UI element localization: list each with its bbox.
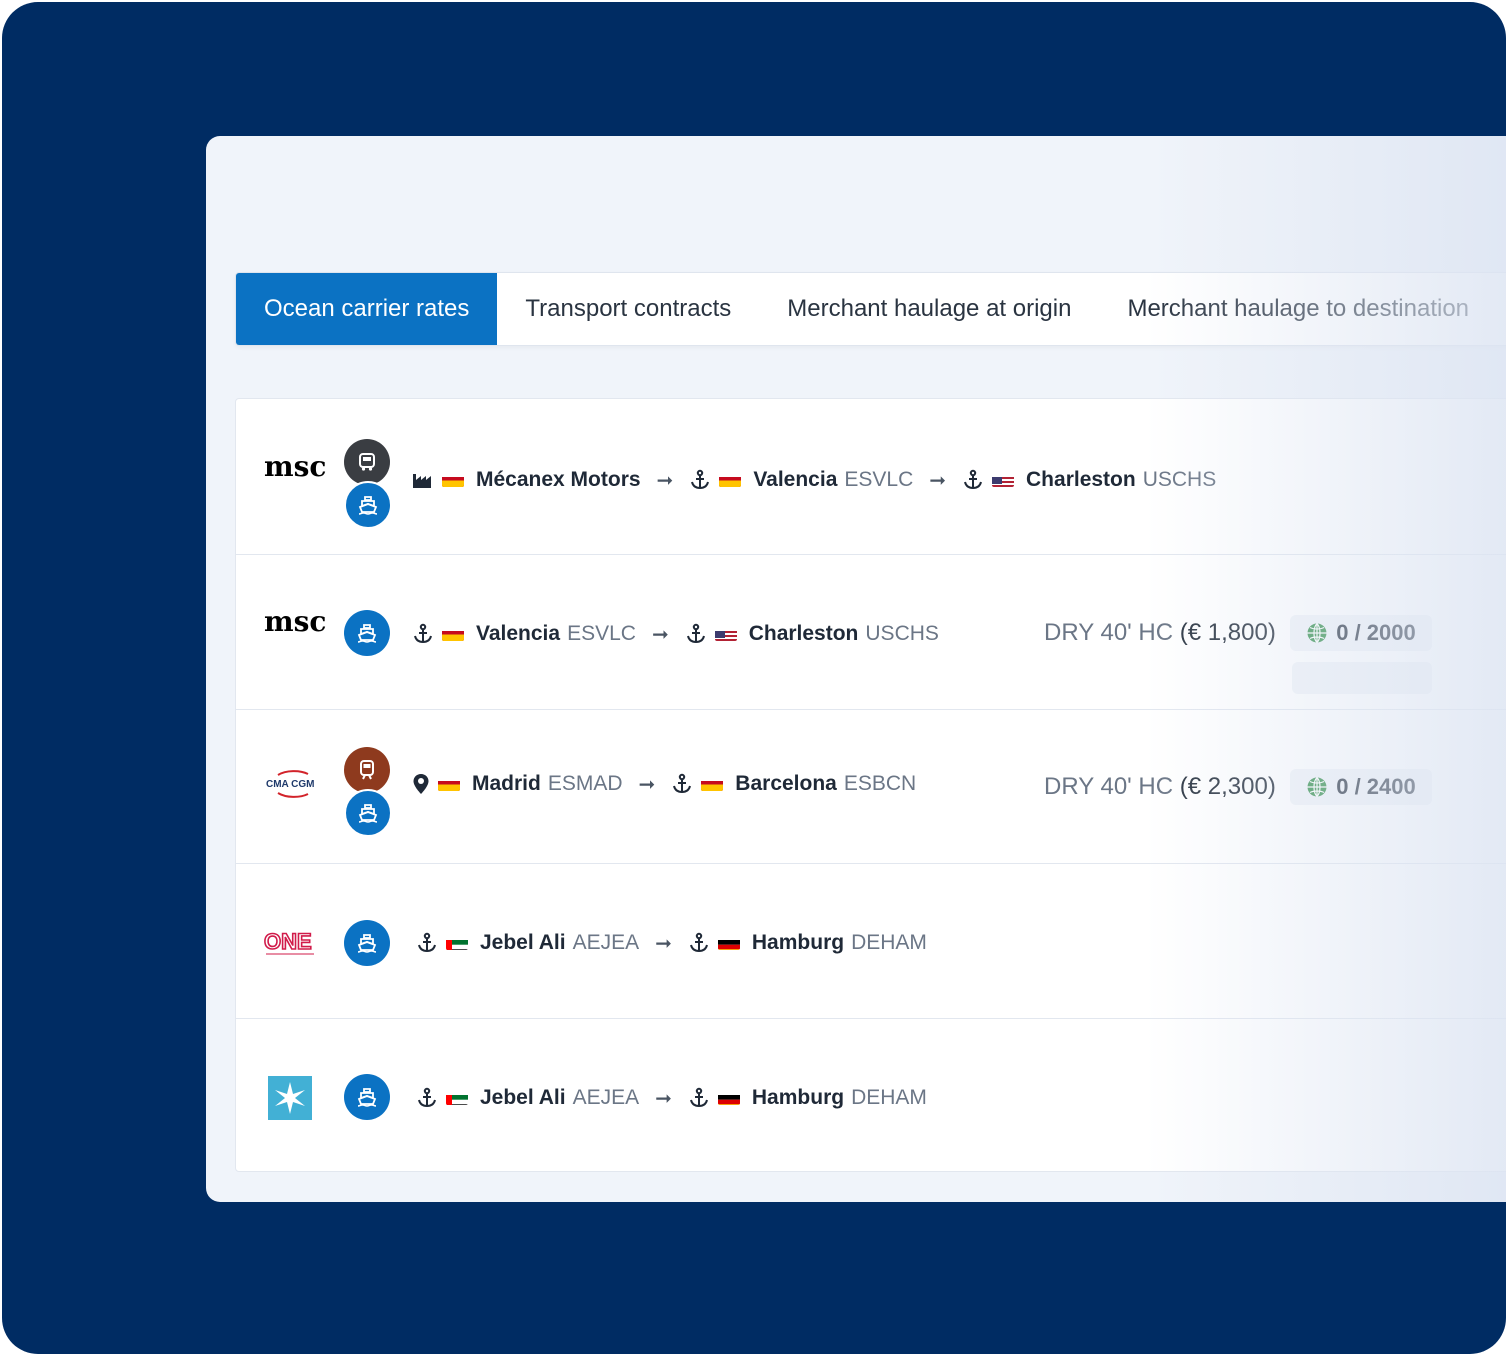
table-row[interactable]: ONE Jebel Ali AEJEA ➞ bbox=[236, 863, 1506, 1019]
route: Valencia ESVLC ➞ Charleston USCHS bbox=[412, 619, 939, 649]
price: (€ 1,800) bbox=[1179, 619, 1276, 646]
table-row[interactable]: msc Valencia ESVLC ➞ bbox=[236, 554, 1506, 710]
spain-flag-icon bbox=[719, 473, 742, 487]
ship-icon bbox=[344, 481, 392, 529]
equipment-type: DRY 40' HC bbox=[1044, 773, 1174, 800]
spain-flag-icon bbox=[701, 777, 724, 791]
destination-code: USCHS bbox=[865, 622, 939, 645]
table-row[interactable]: msc Mécanex Motors ➞ bbox=[236, 399, 1506, 555]
allocation-badge[interactable]: 0 / 2000 bbox=[1290, 615, 1432, 651]
destination-name: Hamburg bbox=[751, 931, 845, 954]
arrow-right-icon: ➞ bbox=[656, 469, 674, 492]
arrow-right-icon: ➞ bbox=[651, 623, 669, 646]
anchor-icon bbox=[685, 623, 707, 645]
ship-icon bbox=[344, 610, 390, 656]
spain-flag-icon bbox=[442, 627, 464, 641]
anchor-icon bbox=[671, 773, 693, 795]
anchor-icon bbox=[962, 469, 984, 491]
transport-modes bbox=[344, 920, 392, 968]
msc-logo: msc bbox=[264, 605, 327, 638]
ship-icon bbox=[344, 1074, 390, 1120]
destination-code: DEHAM bbox=[851, 931, 927, 954]
transport-modes bbox=[344, 1074, 392, 1122]
spain-flag-icon bbox=[438, 777, 460, 791]
origin-code: ESMAD bbox=[547, 772, 623, 795]
tab-merchant-haulage-origin[interactable]: Merchant haulage at origin bbox=[787, 295, 1072, 322]
via-code: ESVLC bbox=[844, 468, 914, 491]
tab-bar: Ocean carrier rates Transport contracts … bbox=[235, 272, 1506, 346]
svg-text:CMA CGM: CMA CGM bbox=[266, 779, 315, 790]
equipment-type: DRY 40' HC bbox=[1044, 619, 1174, 646]
origin-name: Jebel Ali bbox=[480, 1086, 566, 1109]
us-flag-icon bbox=[714, 627, 737, 641]
destination-name: Barcelona bbox=[735, 772, 837, 795]
transport-modes bbox=[344, 439, 392, 529]
origin-name: Jebel Ali bbox=[480, 931, 566, 954]
factory-icon bbox=[412, 471, 434, 489]
transport-modes bbox=[344, 610, 392, 658]
arrow-right-icon: ➞ bbox=[929, 469, 947, 492]
anchor-icon bbox=[688, 932, 710, 954]
tab-merchant-haulage-destination[interactable]: Merchant haulage to destination bbox=[1127, 295, 1470, 322]
price: (€ 2,300) bbox=[1179, 773, 1276, 800]
ship-icon bbox=[344, 789, 392, 837]
globe-icon bbox=[1307, 623, 1327, 643]
rates-panel: Ocean carrier rates Transport contracts … bbox=[206, 136, 1506, 1202]
anchor-icon bbox=[412, 623, 434, 645]
origin-code: AEJEA bbox=[572, 1086, 640, 1109]
origin-code: AEJEA bbox=[572, 931, 640, 954]
route: Madrid ESMAD ➞ Barcelona ESBCN bbox=[412, 769, 916, 799]
one-logo: ONE bbox=[263, 928, 320, 981]
origin-name: Madrid bbox=[472, 772, 541, 795]
tab-transport-contracts[interactable]: Transport contracts bbox=[525, 295, 732, 322]
equipment-price: DRY 40' HC (€ 1,800) bbox=[1044, 619, 1276, 647]
via-name: Valencia bbox=[753, 468, 838, 491]
svg-text:ONE: ONE bbox=[264, 929, 312, 954]
anchor-icon bbox=[416, 932, 438, 954]
route: Mécanex Motors ➞ Valencia ESVLC ➞ Charle… bbox=[412, 465, 1216, 495]
arrow-right-icon: ➞ bbox=[655, 1087, 672, 1110]
arrow-right-icon: ➞ bbox=[638, 773, 656, 796]
route: Jebel Ali AEJEA ➞ Hamburg DEHAM bbox=[416, 928, 927, 958]
destination-code: ESBCN bbox=[843, 772, 917, 795]
ship-icon bbox=[344, 920, 390, 966]
uae-flag-icon bbox=[446, 1091, 468, 1105]
germany-flag-icon bbox=[717, 936, 740, 950]
transport-modes bbox=[344, 747, 392, 837]
destination-name: Hamburg bbox=[751, 1086, 845, 1109]
allocation-value: 0 / 2000 bbox=[1336, 620, 1416, 645]
msc-logo: msc bbox=[264, 450, 327, 483]
us-flag-icon bbox=[992, 473, 1015, 487]
equipment-price: DRY 40' HC (€ 2,300) bbox=[1044, 773, 1276, 801]
rates-list: msc Mécanex Motors ➞ bbox=[235, 398, 1506, 1172]
spain-flag-icon bbox=[442, 473, 464, 487]
globe-icon bbox=[1307, 777, 1327, 797]
origin-name: Valencia bbox=[476, 622, 561, 645]
train-icon bbox=[344, 747, 390, 793]
tab-ocean-carrier-rates[interactable]: Ocean carrier rates bbox=[236, 273, 498, 345]
route: Jebel Ali AEJEA ➞ Hamburg DEHAM bbox=[416, 1083, 927, 1113]
uae-flag-icon bbox=[446, 936, 468, 950]
arrow-right-icon: ➞ bbox=[655, 932, 672, 955]
allocation-value: 0 / 2400 bbox=[1336, 774, 1416, 799]
table-row[interactable]: Jebel Ali AEJEA ➞ Hamburg DEHAM bbox=[236, 1018, 1506, 1171]
origin-code: ESVLC bbox=[567, 622, 636, 645]
origin-name: Mécanex Motors bbox=[476, 468, 641, 491]
destination-code: USCHS bbox=[1142, 468, 1217, 491]
truck-icon bbox=[344, 439, 390, 485]
destination-name: Charleston bbox=[1026, 468, 1136, 491]
cma-cgm-logo: CMA CGM bbox=[264, 761, 324, 813]
anchor-icon bbox=[689, 469, 711, 491]
maersk-star-logo bbox=[268, 1076, 312, 1120]
allocation-placeholder bbox=[1292, 662, 1432, 694]
location-pin-icon bbox=[412, 773, 430, 795]
anchor-icon bbox=[688, 1087, 710, 1109]
anchor-icon bbox=[416, 1087, 438, 1109]
germany-flag-icon bbox=[717, 1091, 740, 1105]
destination-name: Charleston bbox=[748, 622, 859, 645]
destination-code: DEHAM bbox=[851, 1086, 927, 1109]
table-row[interactable]: CMA CGM Madrid bbox=[236, 709, 1506, 864]
allocation-badge[interactable]: 0 / 2400 bbox=[1290, 769, 1432, 805]
